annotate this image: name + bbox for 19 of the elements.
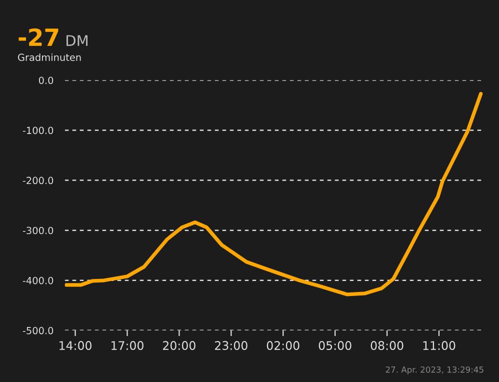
text: 27. Apr. 2023, 13:29:45 [386,366,484,374]
line-series [64,92,483,296]
x-tick-label: 11:00 [423,341,456,350]
x-tick-label: 20:00 [163,341,196,350]
y-tick-label: 0.0 [38,76,54,84]
y-tick-label: -300.0 [22,226,54,234]
y-tick-label: -100.0 [22,126,54,134]
y-tick-label: -400.0 [22,276,54,284]
x-tick-label: 17:00 [112,341,144,350]
x-tick-label: 14:00 [60,341,92,350]
x-tick-label: 02:00 [266,341,300,350]
y-tick-label: -200.0 [22,176,54,184]
text: Gradminuten [18,53,81,62]
x-tick-label: 23:00 [215,341,248,350]
chart-subtitle: DM [66,35,88,46]
x-tick-label: 05:00 [318,341,352,350]
y-tick-label: -500.0 [22,326,54,334]
chart-title: -27 [18,28,58,46]
x-tick-label: 08:00 [370,341,404,350]
